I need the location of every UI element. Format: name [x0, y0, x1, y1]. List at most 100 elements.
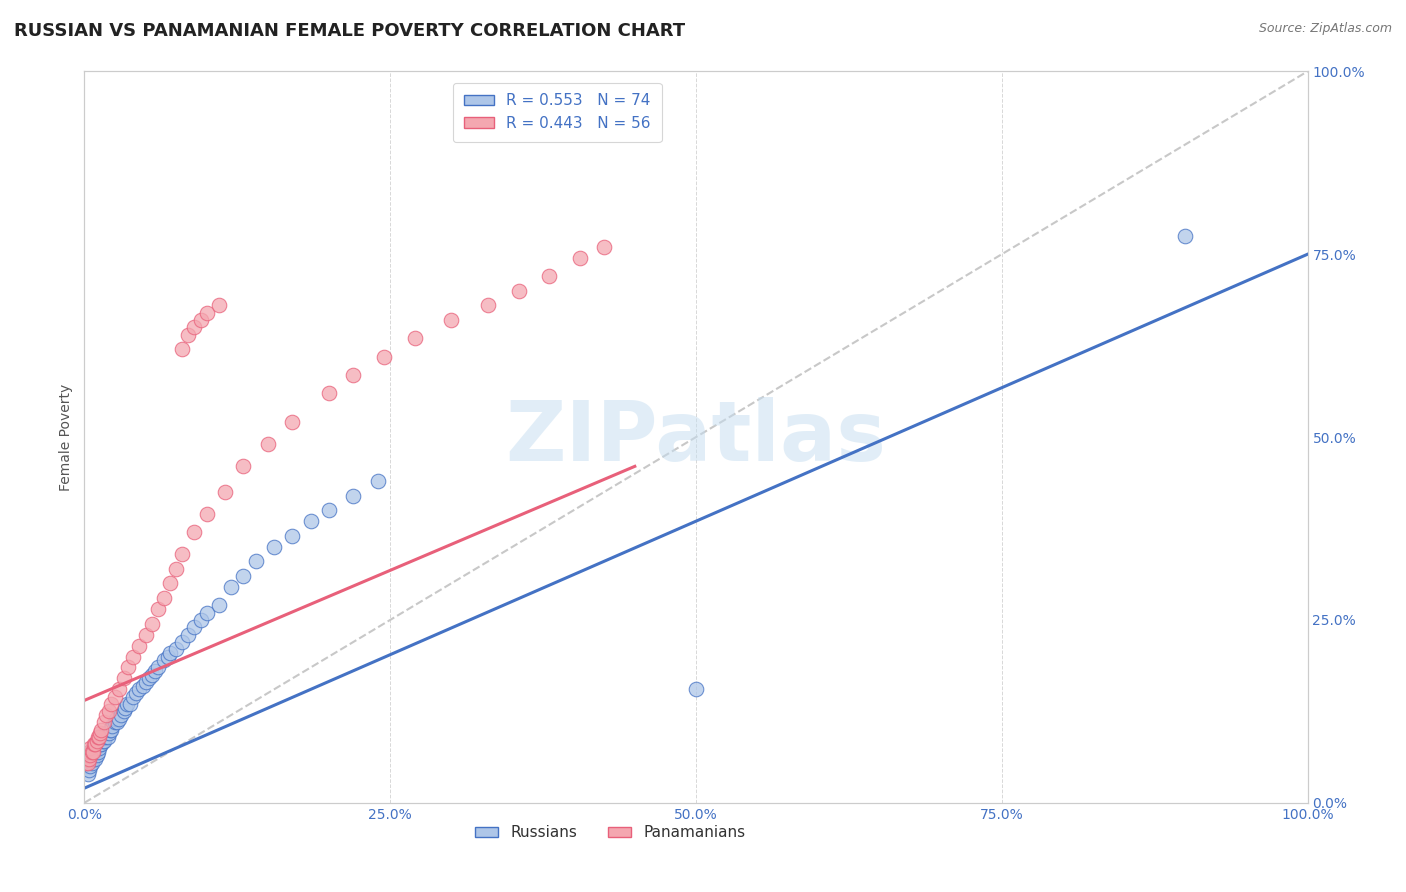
Point: [508, 284, 530, 298]
Point: [118, 697, 141, 711]
Point: [141, 616, 163, 631]
Point: [107, 712, 129, 726]
Point: [80, 756, 103, 770]
Point: [172, 635, 194, 649]
Point: [125, 686, 148, 700]
Point: [122, 690, 145, 704]
Point: [87, 740, 110, 755]
Point: [165, 642, 187, 657]
Point: [75, 759, 97, 773]
Point: [114, 700, 136, 714]
Point: [84, 745, 107, 759]
Point: [104, 715, 127, 730]
Point: [281, 529, 304, 543]
Point: [96, 726, 118, 740]
Point: [172, 343, 194, 357]
Point: [87, 745, 110, 759]
Point: [190, 313, 212, 327]
Point: [93, 715, 115, 730]
Point: [77, 745, 100, 759]
Point: [82, 745, 104, 759]
Point: [100, 723, 122, 737]
Point: [143, 664, 166, 678]
Text: Source: ZipAtlas.com: Source: ZipAtlas.com: [1258, 22, 1392, 36]
Point: [83, 737, 105, 751]
Point: [87, 730, 110, 744]
Point: [89, 726, 111, 740]
Point: [79, 759, 101, 773]
Point: [83, 748, 105, 763]
Point: [79, 748, 101, 763]
Point: [98, 723, 121, 737]
Point: [183, 525, 205, 540]
Point: [141, 667, 163, 681]
Point: [86, 740, 108, 755]
Text: ZIPatlas: ZIPatlas: [506, 397, 886, 477]
Point: [593, 240, 616, 254]
Point: [146, 660, 169, 674]
Point: [138, 672, 160, 686]
Point: [101, 719, 124, 733]
Point: [373, 350, 395, 364]
Point: [87, 730, 110, 744]
Point: [97, 726, 120, 740]
Point: [146, 602, 169, 616]
Point: [159, 576, 181, 591]
Point: [105, 712, 128, 726]
Point: [177, 627, 200, 641]
Point: [177, 327, 200, 342]
Point: [79, 740, 101, 755]
Point: [84, 737, 107, 751]
Point: [77, 752, 100, 766]
Point: [80, 745, 103, 759]
Point: [89, 737, 111, 751]
Point: [318, 503, 340, 517]
Point: [232, 459, 254, 474]
Point: [117, 660, 139, 674]
Point: [86, 748, 108, 763]
Point: [153, 653, 176, 667]
Point: [245, 554, 267, 568]
Point: [77, 756, 100, 770]
Point: [195, 507, 218, 521]
Point: [153, 591, 176, 605]
Point: [77, 752, 100, 766]
Point: [112, 672, 135, 686]
Point: [128, 682, 150, 697]
Point: [172, 547, 194, 561]
Point: [77, 763, 100, 777]
Point: [96, 708, 118, 723]
Point: [112, 705, 135, 719]
Point: [104, 690, 127, 704]
Point: [84, 752, 107, 766]
Point: [91, 730, 114, 744]
Point: [80, 748, 103, 763]
Text: RUSSIAN VS PANAMANIAN FEMALE POVERTY CORRELATION CHART: RUSSIAN VS PANAMANIAN FEMALE POVERTY COR…: [14, 22, 685, 40]
Point: [105, 715, 128, 730]
Point: [76, 756, 98, 770]
Point: [404, 331, 426, 345]
Point: [183, 620, 205, 634]
Point: [156, 649, 179, 664]
Point: [159, 646, 181, 660]
Point: [100, 697, 122, 711]
Point: [86, 733, 108, 747]
Point: [77, 748, 100, 763]
Point: [342, 489, 364, 503]
Point: [685, 682, 707, 697]
Point: [90, 737, 112, 751]
Point: [477, 298, 499, 312]
Point: [318, 386, 340, 401]
Point: [93, 733, 115, 747]
Point: [90, 723, 112, 737]
Point: [135, 675, 157, 690]
Point: [94, 730, 117, 744]
Point: [208, 298, 231, 312]
Point: [110, 708, 132, 723]
Legend: Russians, Panamanians: Russians, Panamanians: [470, 819, 751, 847]
Point: [97, 705, 120, 719]
Point: [367, 474, 389, 488]
Point: [440, 313, 463, 327]
Point: [232, 569, 254, 583]
Point: [214, 485, 236, 500]
